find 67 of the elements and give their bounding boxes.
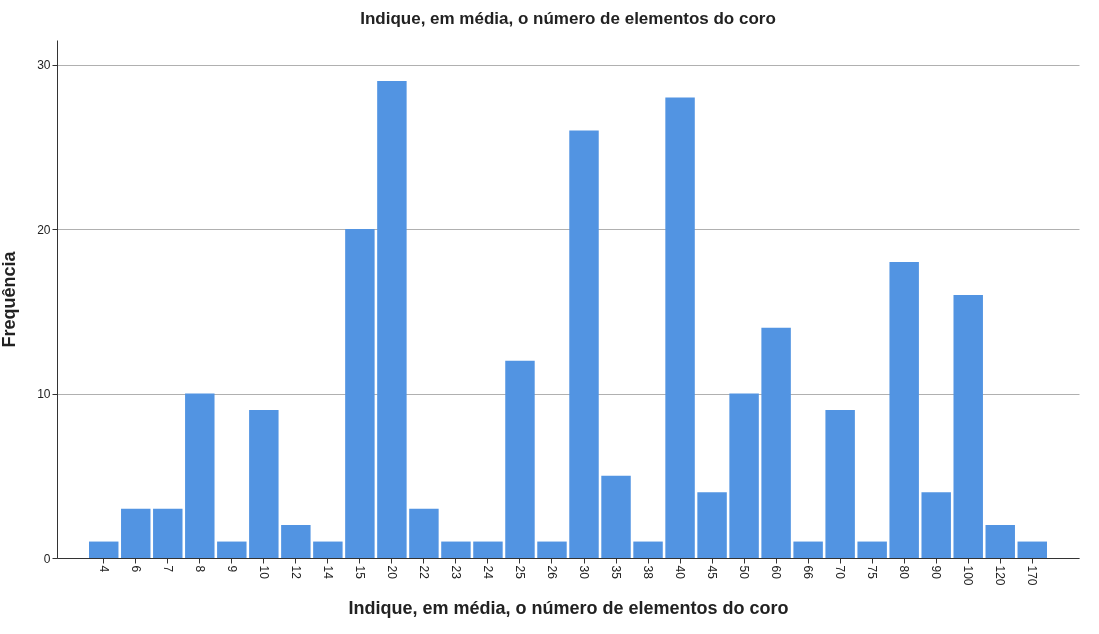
x-tick-label: 35 — [609, 565, 624, 580]
bar — [345, 229, 375, 558]
bar — [857, 541, 887, 558]
bar — [377, 81, 407, 558]
x-tick-label: 14 — [320, 565, 335, 580]
bar — [217, 541, 247, 558]
bar — [953, 294, 983, 558]
bar — [761, 327, 791, 558]
bar — [89, 541, 119, 558]
x-tick-label: 50 — [737, 565, 752, 580]
x-tick-label: 30 — [577, 565, 592, 580]
x-tick-label: 7 — [160, 565, 175, 573]
x-tick-label: 170 — [1025, 565, 1040, 586]
y-tick-label: 0 — [43, 551, 51, 566]
x-tick-label: 26 — [544, 565, 559, 580]
x-tick-label: 100 — [961, 565, 976, 586]
bar — [281, 525, 311, 558]
x-tick-label: 12 — [288, 565, 303, 580]
x-tick-label: 23 — [448, 565, 463, 580]
bar — [409, 508, 439, 558]
x-tick-label: 4 — [96, 565, 111, 573]
x-tick-label: 90 — [929, 565, 944, 580]
x-tick-label: 15 — [352, 565, 367, 580]
bar — [153, 508, 183, 558]
bar — [569, 130, 599, 558]
x-tick-label: 10 — [256, 565, 271, 580]
x-tick-label: 9 — [224, 565, 239, 573]
bar — [185, 393, 215, 558]
bar — [633, 541, 663, 558]
x-tick-label: 24 — [480, 565, 495, 580]
x-tick-label: 6 — [128, 565, 143, 573]
y-axis-title: Frequência — [0, 250, 20, 348]
bar — [121, 508, 151, 558]
bar — [985, 525, 1015, 558]
chart-title: Indique, em média, o número de elementos do coro — [360, 9, 776, 28]
x-axis-title: Indique, em média, o número de elementos do coro — [348, 597, 789, 618]
bar — [825, 410, 855, 558]
bar — [793, 541, 823, 558]
x-tick-label: 60 — [769, 565, 784, 580]
bar — [889, 262, 919, 558]
x-tick-label: 70 — [833, 565, 848, 580]
bar — [537, 541, 567, 558]
x-tick-label: 120 — [993, 565, 1008, 586]
bar — [697, 492, 727, 558]
x-tick-label: 8 — [192, 565, 207, 573]
x-tick-label: 20 — [384, 565, 399, 580]
x-tick-label: 66 — [801, 565, 816, 580]
bar — [441, 541, 471, 558]
x-tick-label: 40 — [673, 565, 688, 580]
bar — [249, 410, 279, 558]
bar — [729, 393, 759, 558]
bar — [313, 541, 343, 558]
x-tick-label: 38 — [641, 565, 656, 580]
x-tick-label: 75 — [865, 565, 880, 580]
x-tick-label: 25 — [512, 565, 527, 580]
bar — [921, 492, 951, 558]
x-tick-label: 45 — [705, 565, 720, 580]
bar — [505, 360, 535, 558]
y-tick-label: 30 — [37, 58, 51, 73]
y-tick-label: 10 — [37, 387, 51, 402]
bar — [601, 475, 631, 558]
y-tick-label: 20 — [37, 222, 51, 237]
bar — [473, 541, 503, 558]
bar — [1017, 541, 1047, 558]
bar — [665, 97, 695, 558]
x-tick-label: 80 — [897, 565, 912, 580]
x-tick-label: 22 — [416, 565, 431, 580]
